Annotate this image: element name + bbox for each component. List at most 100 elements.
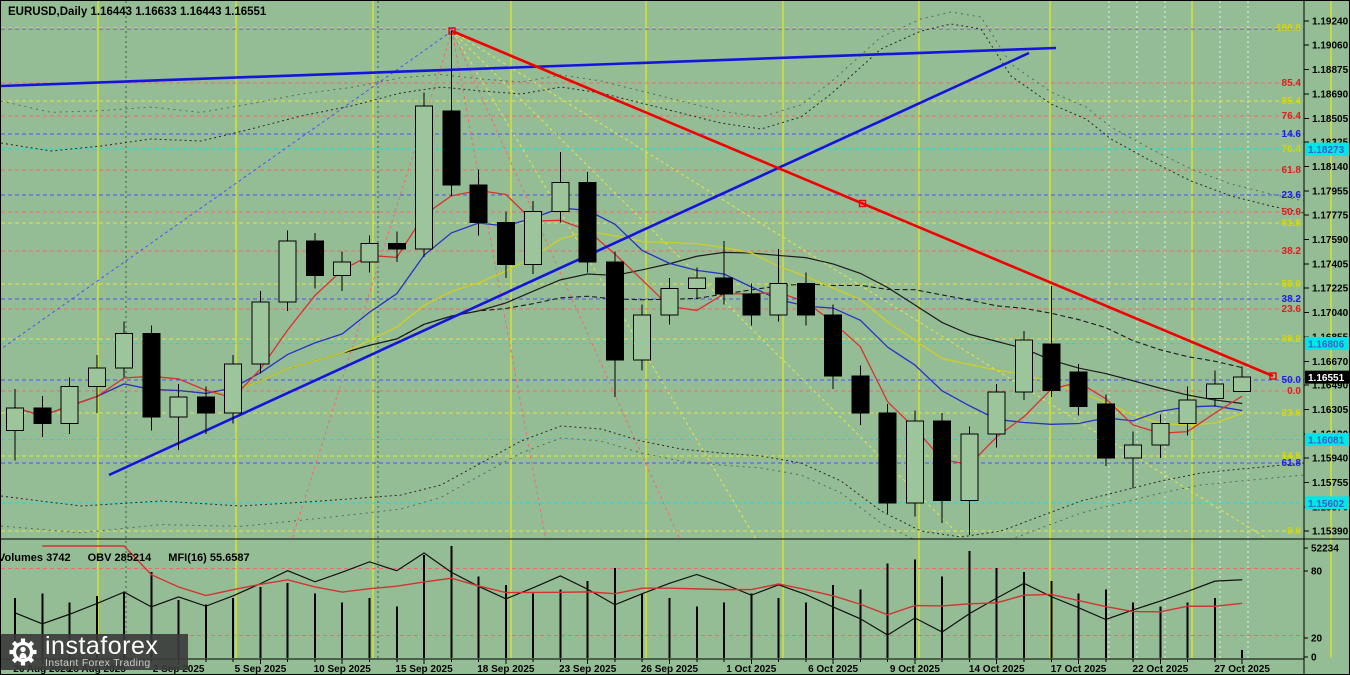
candle bbox=[851, 375, 870, 414]
candle bbox=[933, 420, 952, 501]
candle bbox=[333, 261, 352, 276]
candle bbox=[551, 182, 570, 213]
svg-text:76.4: 76.4 bbox=[1282, 111, 1302, 122]
svg-text:1.18875: 1.18875 bbox=[1312, 65, 1349, 76]
candle bbox=[742, 293, 761, 316]
mfi-label: MFI(16) 55.6587 bbox=[168, 552, 250, 564]
moving-averages bbox=[14, 189, 1243, 466]
vertical-separators bbox=[97, 1, 1332, 658]
candle bbox=[278, 240, 297, 303]
candle bbox=[496, 221, 515, 266]
svg-text:38.2: 38.2 bbox=[1282, 246, 1302, 257]
svg-text:6 Oct 2025: 6 Oct 2025 bbox=[808, 664, 858, 675]
candle bbox=[251, 301, 270, 365]
svg-text:26 Sep 2025: 26 Sep 2025 bbox=[641, 664, 699, 675]
svg-text:18 Sep 2025: 18 Sep 2025 bbox=[477, 664, 535, 675]
svg-text:38.2: 38.2 bbox=[1282, 294, 1302, 305]
svg-text:5 Sep 2025: 5 Sep 2025 bbox=[235, 664, 287, 675]
candle bbox=[605, 261, 624, 361]
candle bbox=[1014, 339, 1033, 393]
candles-layer[interactable] bbox=[6, 30, 1252, 535]
candle bbox=[224, 363, 243, 414]
candle bbox=[987, 391, 1006, 435]
svg-text:1.18505: 1.18505 bbox=[1312, 114, 1349, 125]
candle bbox=[469, 184, 488, 223]
quote-line: EURUSD,Daily 1.16443 1.16633 1.16443 1.1… bbox=[8, 6, 266, 18]
candle bbox=[660, 288, 679, 316]
svg-text:0.0: 0.0 bbox=[1287, 386, 1301, 397]
svg-text:1.16670: 1.16670 bbox=[1312, 357, 1349, 368]
candle bbox=[715, 277, 734, 295]
svg-text:52234: 52234 bbox=[1311, 544, 1339, 555]
price-badges: 1.18273 1.16806 1.16081 1.15602 1.16551 bbox=[1305, 142, 1349, 510]
candle bbox=[60, 386, 79, 425]
svg-text:14.6: 14.6 bbox=[1282, 129, 1302, 140]
svg-text:61.8: 61.8 bbox=[1282, 218, 1302, 229]
svg-text:76.4: 76.4 bbox=[1282, 144, 1302, 155]
indicator-pane bbox=[1, 545, 1304, 658]
svg-text:85.4: 85.4 bbox=[1282, 96, 1302, 107]
svg-text:1.15940: 1.15940 bbox=[1312, 454, 1349, 465]
svg-text:15 Sep 2025: 15 Sep 2025 bbox=[395, 664, 453, 675]
svg-text:50.0: 50.0 bbox=[1282, 279, 1302, 290]
svg-text:1.16490: 1.16490 bbox=[1312, 381, 1349, 392]
candle bbox=[387, 243, 406, 250]
candle bbox=[142, 333, 161, 418]
svg-text:1.19060: 1.19060 bbox=[1312, 40, 1349, 51]
svg-text:17 Oct 2025: 17 Oct 2025 bbox=[1051, 664, 1107, 675]
svg-text:1.16551: 1.16551 bbox=[1308, 373, 1345, 384]
svg-text:61.8: 61.8 bbox=[1282, 458, 1302, 469]
current-price-badge bbox=[1305, 370, 1349, 384]
volatility-bands bbox=[1, 11, 1304, 539]
candle bbox=[796, 282, 815, 316]
svg-text:14 Oct 2025: 14 Oct 2025 bbox=[969, 664, 1025, 675]
svg-text:0.0: 0.0 bbox=[1287, 526, 1301, 537]
svg-text:22 Oct 2025: 22 Oct 2025 bbox=[1133, 664, 1189, 675]
svg-text:1.15390: 1.15390 bbox=[1312, 526, 1349, 537]
candle bbox=[1096, 403, 1115, 459]
svg-text:85.4: 85.4 bbox=[1282, 78, 1302, 89]
svg-text:1.17590: 1.17590 bbox=[1312, 235, 1349, 246]
instaforex-logo: instaforex Instant Forex Trading bbox=[1, 634, 188, 670]
candle bbox=[115, 333, 134, 369]
candle bbox=[305, 240, 324, 276]
volumes-label: Volumes 3742 bbox=[0, 552, 71, 564]
candle bbox=[1151, 423, 1170, 446]
candle bbox=[6, 407, 24, 431]
candle bbox=[960, 433, 979, 501]
candle bbox=[1042, 343, 1061, 392]
candle bbox=[524, 211, 543, 266]
svg-text:1.16305: 1.16305 bbox=[1312, 405, 1349, 416]
candle bbox=[87, 367, 106, 388]
obv-label: OBV 285214 bbox=[87, 552, 152, 564]
svg-text:61.8: 61.8 bbox=[1282, 165, 1302, 176]
svg-text:20: 20 bbox=[1311, 634, 1323, 645]
svg-text:23.6: 23.6 bbox=[1282, 408, 1302, 419]
candle bbox=[633, 314, 652, 361]
svg-text:1.18690: 1.18690 bbox=[1312, 89, 1349, 100]
svg-text:1.19240: 1.19240 bbox=[1312, 17, 1349, 28]
svg-text:100.0: 100.0 bbox=[1276, 23, 1301, 34]
svg-text:1.17955: 1.17955 bbox=[1312, 187, 1349, 198]
logo-brand-text: instaforex bbox=[45, 632, 159, 660]
candle bbox=[687, 277, 706, 290]
candle bbox=[196, 396, 215, 414]
svg-text:23 Sep 2025: 23 Sep 2025 bbox=[559, 664, 617, 675]
svg-text:10 Sep 2025: 10 Sep 2025 bbox=[314, 664, 372, 675]
candle bbox=[169, 396, 188, 418]
fibonacci-fan-rays bbox=[1, 30, 1269, 539]
svg-text:0: 0 bbox=[1311, 653, 1317, 664]
svg-text:23.6: 23.6 bbox=[1282, 304, 1302, 315]
candle bbox=[1205, 383, 1224, 399]
svg-text:1.17405: 1.17405 bbox=[1312, 260, 1349, 271]
svg-text:38.2: 38.2 bbox=[1282, 334, 1302, 345]
candle bbox=[33, 407, 52, 425]
symbol-period-label: EURUSD,Daily bbox=[8, 6, 88, 18]
svg-text:27 Oct 2025: 27 Oct 2025 bbox=[1214, 664, 1270, 675]
candle bbox=[360, 243, 379, 263]
svg-text:50.0: 50.0 bbox=[1282, 375, 1302, 386]
